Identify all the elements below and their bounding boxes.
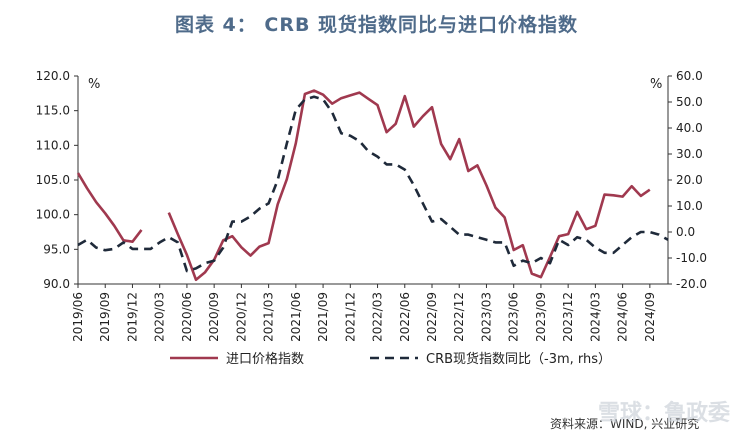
legend-label-import-price-index: 进口价格指数 [226, 351, 304, 367]
x-tick-label: 2022/03 [371, 292, 385, 342]
x-tick-label: 2021/03 [262, 292, 276, 342]
y-left-tick-label: 105.0 [36, 173, 70, 187]
x-tick-label: 2024/09 [643, 292, 657, 342]
y-left-tick-label: 90.0 [43, 277, 70, 291]
x-tick-label: 2022/12 [452, 292, 466, 342]
x-tick-label: 2019/12 [125, 292, 139, 342]
x-tick-label: 2023/03 [479, 292, 493, 342]
x-tick-label: 2022/09 [425, 292, 439, 342]
source-note: 资料来源：WIND, 兴业研究 [550, 416, 699, 431]
y-right-tick-label: 60.0 [676, 69, 703, 83]
legend-label-crb-spot-yoy: CRB现货指数同比（-3m, rhs） [426, 351, 611, 367]
series-line-crb-spot-yoy [77, 95, 669, 273]
y-left-tick-label: 95.0 [43, 242, 70, 256]
y-left-tick-label: 110.0 [36, 138, 70, 152]
y-right-tick-label: 20.0 [676, 173, 703, 187]
watermark: 雪球：鲁政委 [598, 400, 730, 426]
chart-ticks: 90.0 95.0 100.0 105.0 110.0 115.0 120.0 -20.0 -1… [36, 69, 707, 342]
chart-series [76, 89, 669, 282]
y-left-tick-label: 100.0 [36, 208, 70, 222]
x-tick-label: 2020/12 [234, 292, 248, 342]
x-tick-label: 2020/09 [207, 292, 221, 342]
y-right-tick-label: 40.0 [676, 121, 703, 135]
x-tick-label: 2021/06 [289, 292, 303, 342]
x-tick-label: 2022/06 [398, 292, 412, 342]
y-left-unit: % [88, 77, 100, 92]
x-tick-label: 2019/09 [98, 292, 112, 342]
y-right-tick-label: 10.0 [676, 199, 703, 213]
x-tick-label: 2019/06 [71, 292, 85, 342]
y-right-tick-label: -10.0 [676, 251, 707, 265]
y-left-tick-label: 115.0 [36, 104, 70, 118]
series-line-import-price-index [76, 89, 651, 282]
y-right-tick-label: 0.0 [676, 225, 695, 239]
y-right-tick-label: 30.0 [676, 147, 703, 161]
chart-title: 图表 4： CRB 现货指数同比与进口价格指数 [174, 14, 579, 36]
x-tick-label: 2021/12 [343, 292, 357, 342]
x-tick-label: 2023/09 [534, 292, 548, 342]
y-right-unit: % [650, 77, 662, 92]
y-right-tick-label: 50.0 [676, 95, 703, 109]
x-tick-label: 2023/06 [507, 292, 521, 342]
x-tick-label: 2024/06 [616, 292, 630, 342]
x-tick-label: 2024/03 [588, 292, 602, 342]
chart-axes [77, 76, 669, 285]
x-tick-label: 2020/06 [180, 292, 194, 342]
chart-legend: 进口价格指数 CRB现货指数同比（-3m, rhs） [170, 351, 611, 367]
y-left-tick-label: 120.0 [36, 69, 70, 83]
x-tick-label: 2021/09 [316, 292, 330, 342]
y-right-tick-label: -20.0 [676, 277, 707, 291]
x-tick-label: 2020/03 [153, 292, 167, 342]
x-tick-label: 2023/12 [561, 292, 575, 342]
